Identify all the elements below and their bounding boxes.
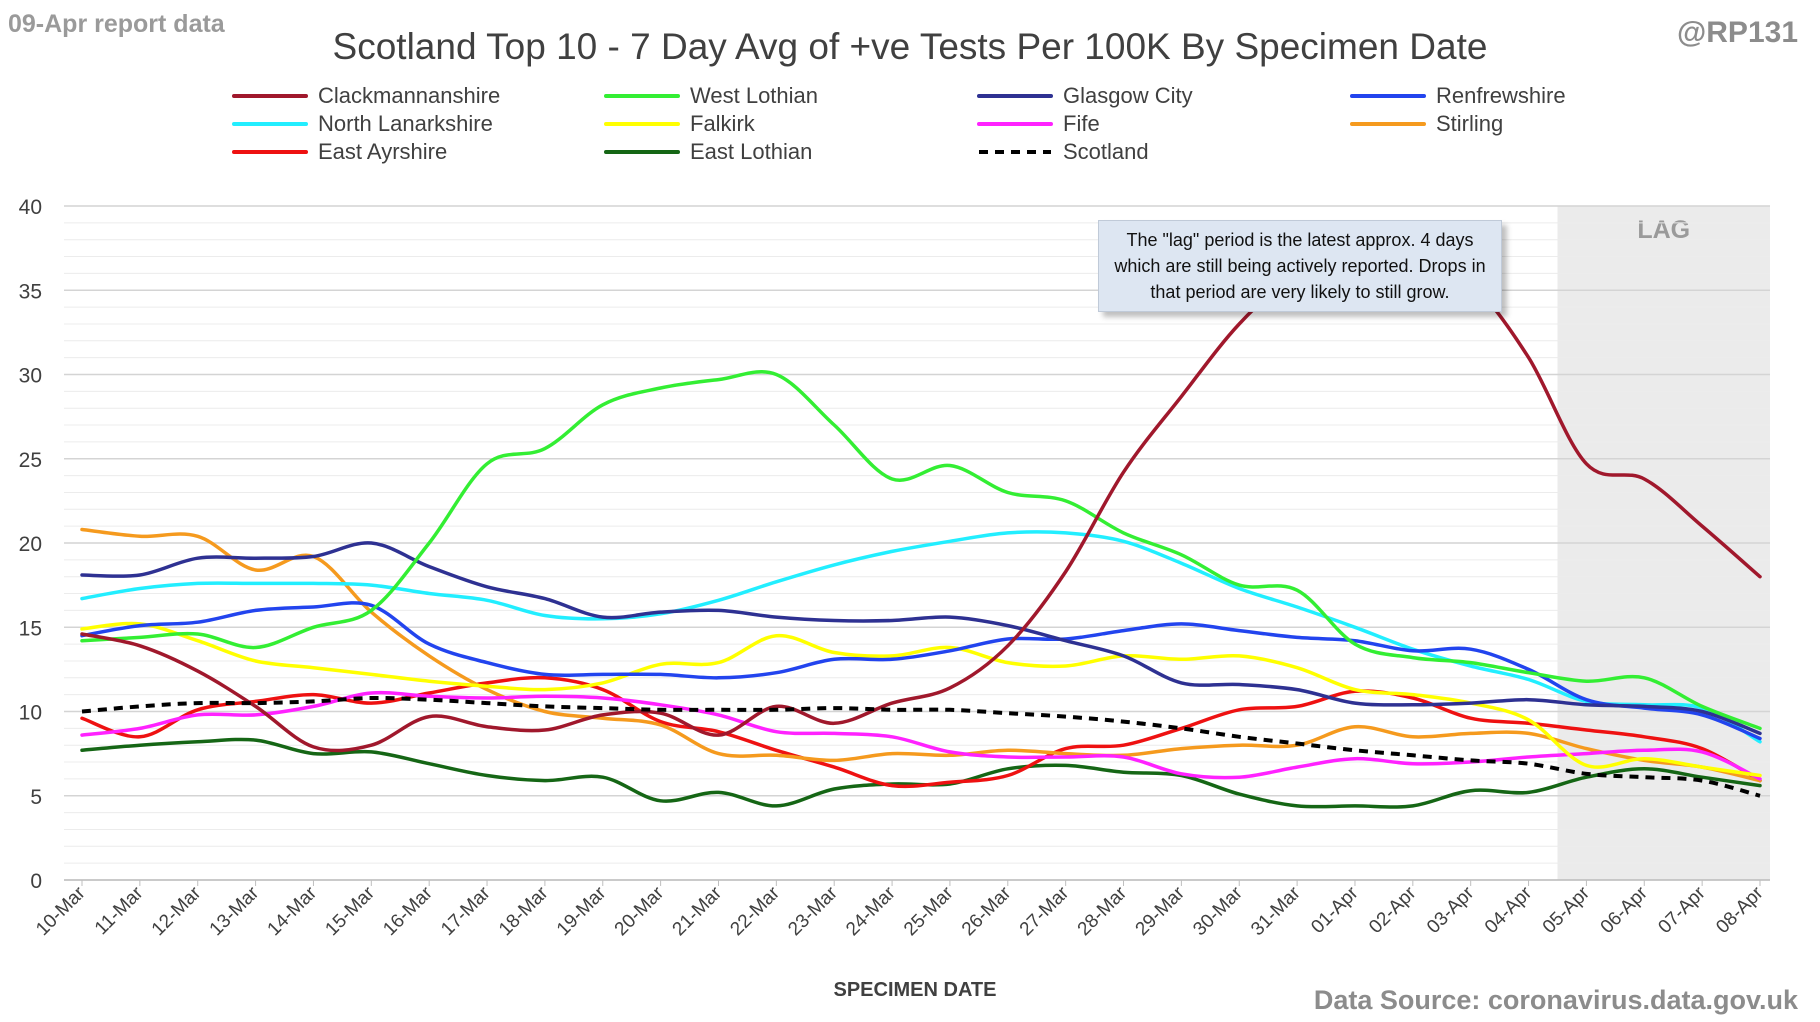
legend-label: Renfrewshire bbox=[1436, 83, 1566, 108]
x-tick-label: 02-Apr bbox=[1365, 882, 1421, 938]
x-tick-label: 04-Apr bbox=[1481, 882, 1537, 938]
x-tick-label: 07-Apr bbox=[1654, 882, 1710, 938]
series-line-stirling bbox=[80, 527, 1762, 783]
x-tick-label: 30-Mar bbox=[1189, 882, 1247, 940]
x-tick-label: 03-Apr bbox=[1423, 882, 1479, 938]
x-tick-label: 01-Apr bbox=[1307, 882, 1363, 938]
x-tick-label: 27-Mar bbox=[1016, 882, 1074, 940]
legend-item-fife: Fife bbox=[977, 109, 1100, 139]
x-tick-label: 08-Apr bbox=[1712, 882, 1768, 938]
x-axis-title: SPECIMEN DATE bbox=[834, 979, 997, 1001]
y-tick-label: 40 bbox=[19, 196, 42, 219]
legend-item-east-ayrshire: East Ayrshire bbox=[232, 137, 447, 167]
legend-item-renfrewshire: Renfrewshire bbox=[1350, 81, 1566, 111]
legend-item-west-lothian: West Lothian bbox=[604, 81, 818, 111]
x-tick-label: 14-Mar bbox=[264, 882, 322, 940]
legend-swatch bbox=[604, 122, 680, 126]
legend-label: Stirling bbox=[1436, 111, 1504, 136]
series-line-renfrewshire bbox=[80, 601, 1762, 741]
legend-swatch bbox=[1350, 94, 1426, 98]
x-tick-label: 20-Mar bbox=[611, 882, 669, 940]
x-tick-label: 26-Mar bbox=[958, 882, 1016, 940]
legend-label: East Ayrshire bbox=[318, 139, 448, 164]
chart-legend: Clackmannanshire West Lothian Glasgow City… bbox=[232, 83, 1752, 193]
legend-swatch bbox=[232, 122, 308, 126]
legend-label: Glasgow City bbox=[1063, 83, 1193, 108]
legend-label: North Lanarkshire bbox=[318, 111, 493, 136]
x-tick-label: 24-Mar bbox=[842, 882, 900, 940]
x-tick-label: 21-Mar bbox=[669, 882, 727, 940]
y-tick-label: 35 bbox=[19, 280, 42, 303]
x-tick-label: 22-Mar bbox=[726, 882, 784, 940]
legend-label: Clackmannanshire bbox=[318, 83, 501, 108]
x-tick-label: 17-Mar bbox=[437, 882, 495, 940]
y-tick-label: 15 bbox=[19, 617, 42, 640]
lag-annotation-callout: The "lag" period is the latest approx. 4… bbox=[1098, 220, 1502, 312]
x-tick-label: 16-Mar bbox=[379, 882, 437, 940]
legend-label: Fife bbox=[1063, 111, 1100, 136]
x-tick-label: 15-Mar bbox=[321, 882, 379, 940]
series-line-glasgow-city bbox=[80, 541, 1762, 736]
legend-label: East Lothian bbox=[690, 139, 813, 164]
y-tick-label: 25 bbox=[19, 449, 42, 472]
y-tick-label: 5 bbox=[30, 786, 42, 809]
legend-item-glasgow-city: Glasgow City bbox=[977, 81, 1193, 111]
legend-swatch bbox=[232, 150, 308, 154]
x-tick-label: 05-Apr bbox=[1539, 882, 1595, 938]
legend-label: Falkirk bbox=[690, 111, 755, 136]
x-tick-label: 19-Mar bbox=[553, 882, 611, 940]
data-source-label: Data Source: coronavirus.data.gov.uk bbox=[1313, 985, 1798, 1015]
series-line-clackmannanshire bbox=[80, 242, 1762, 753]
x-tick-label: 25-Mar bbox=[900, 882, 958, 940]
series-line-fife bbox=[80, 690, 1762, 781]
legend-item-stirling: Stirling bbox=[1350, 109, 1503, 139]
legend-swatch bbox=[979, 150, 1051, 154]
legend-item-falkirk: Falkirk bbox=[604, 109, 755, 139]
x-tick-label: 29-Mar bbox=[1132, 882, 1190, 940]
legend-swatch bbox=[977, 94, 1053, 98]
x-tick-label: 23-Mar bbox=[784, 882, 842, 940]
y-tick-label: 20 bbox=[19, 533, 42, 556]
legend-label: West Lothian bbox=[690, 83, 819, 108]
x-tick-label: 18-Mar bbox=[495, 882, 553, 940]
legend-swatch bbox=[232, 94, 308, 98]
y-tick-label: 0 bbox=[30, 870, 42, 893]
x-tick-label: 31-Mar bbox=[1247, 882, 1305, 940]
legend-swatch bbox=[1350, 122, 1426, 126]
chart-title: Scotland Top 10 - 7 Day Avg of +ve Tests… bbox=[332, 26, 1488, 67]
series-line-east-ayrshire bbox=[80, 675, 1762, 789]
legend-swatch bbox=[604, 94, 680, 98]
x-tick-label: 06-Apr bbox=[1597, 882, 1653, 938]
legend-item-east-lothian: East Lothian bbox=[604, 137, 812, 167]
legend-swatch bbox=[604, 150, 680, 154]
x-tick-label: 11-Mar bbox=[91, 882, 148, 939]
x-tick-label: 12-Mar bbox=[148, 882, 206, 940]
legend-item-north-lanarkshire: North Lanarkshire bbox=[232, 109, 493, 139]
x-tick-label: 13-Mar bbox=[206, 882, 264, 940]
series-line-scotland bbox=[81, 695, 1761, 798]
legend-item-scotland: Scotland bbox=[977, 137, 1149, 167]
series-line-north-lanarkshire bbox=[80, 530, 1762, 744]
series-line-west-lothian bbox=[80, 370, 1762, 731]
report-date-label: 09-Apr report data bbox=[8, 10, 225, 38]
legend-label: Scotland bbox=[1063, 139, 1149, 164]
legend-item-clackmannanshire: Clackmannanshire bbox=[232, 81, 500, 111]
x-tick-label: 28-Mar bbox=[1074, 882, 1132, 940]
series-line-falkirk bbox=[80, 621, 1762, 778]
author-handle: @RP131 bbox=[1677, 16, 1798, 49]
y-tick-label: 30 bbox=[19, 365, 42, 388]
y-tick-label: 10 bbox=[19, 702, 42, 725]
legend-swatch bbox=[977, 122, 1053, 126]
